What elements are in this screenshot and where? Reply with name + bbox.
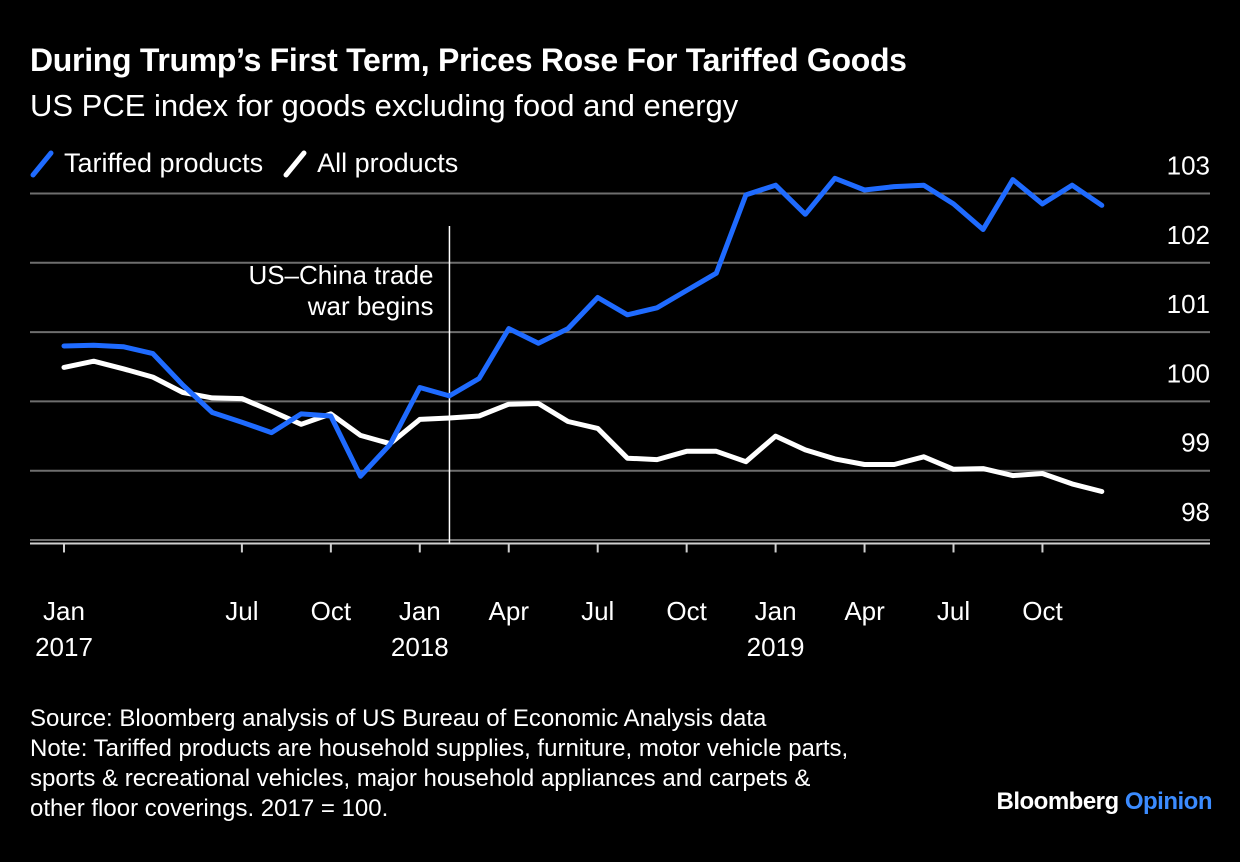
- x-tick-label: Oct: [666, 596, 707, 626]
- x-tick-year-label: 2019: [747, 632, 805, 662]
- x-tick-label: Jan: [43, 596, 85, 626]
- legend: Tariffed products All products: [30, 148, 478, 179]
- legend-item-tariffed: Tariffed products: [30, 148, 263, 179]
- x-tick-label: Jul: [581, 596, 614, 626]
- chart-title: During Trump’s First Term, Prices Rose F…: [30, 42, 907, 78]
- y-tick-label: 103: [1167, 151, 1210, 181]
- legend-swatch-all: [283, 150, 307, 177]
- legend-item-all: All products: [283, 148, 458, 179]
- x-tick-year-label: 2017: [35, 632, 93, 662]
- x-tick-label: Oct: [311, 596, 352, 626]
- line-chart: 98 99 100 101 102 103 Jan 2017 Jul Oct Jan 2018 Apr J…: [30, 151, 1210, 662]
- legend-label-tariffed: Tariffed products: [64, 148, 264, 178]
- x-tick-label: Apr: [489, 596, 530, 626]
- y-tick-label: 102: [1167, 220, 1210, 250]
- y-tick-label: 99: [1181, 428, 1210, 458]
- y-tick-label: 101: [1167, 289, 1210, 319]
- annotation-text: war begins: [307, 291, 434, 321]
- note-line: Note: Tariffed products are household su…: [30, 735, 849, 762]
- legend-label-all: All products: [317, 148, 459, 178]
- series-line-tariffed: [61, 175, 1105, 479]
- x-tick-year-label: 2018: [391, 632, 449, 662]
- x-tick-label: Jan: [399, 596, 441, 626]
- y-tick-label: 98: [1181, 497, 1210, 527]
- source-text: Source: Bloomberg analysis of US Bureau …: [30, 705, 767, 732]
- x-tick-label: Jan: [755, 596, 797, 626]
- note-line: sports & recreational vehicles, major ho…: [30, 765, 811, 792]
- chart-subtitle: US PCE index for goods excluding food an…: [30, 88, 739, 123]
- series-line-all: [61, 358, 1105, 494]
- x-tick-label: Apr: [844, 596, 885, 626]
- note-line: other floor coverings. 2017 = 100.: [30, 795, 389, 822]
- x-tick-label: Oct: [1022, 596, 1063, 626]
- x-tick-label: Jul: [937, 596, 970, 626]
- bloomberg-opinion-logo: Bloomberg Opinion: [997, 788, 1213, 816]
- brand-name: Bloomberg: [996, 788, 1120, 815]
- chart-footer: Source: Bloomberg analysis of US Bureau …: [30, 704, 848, 824]
- y-tick-label: 100: [1167, 358, 1210, 388]
- annotation-text: US–China trade: [248, 260, 433, 290]
- brand-suffix: Opinion: [1124, 788, 1213, 815]
- x-tick-label: Jul: [225, 596, 258, 626]
- legend-swatch-tariffed: [30, 150, 54, 177]
